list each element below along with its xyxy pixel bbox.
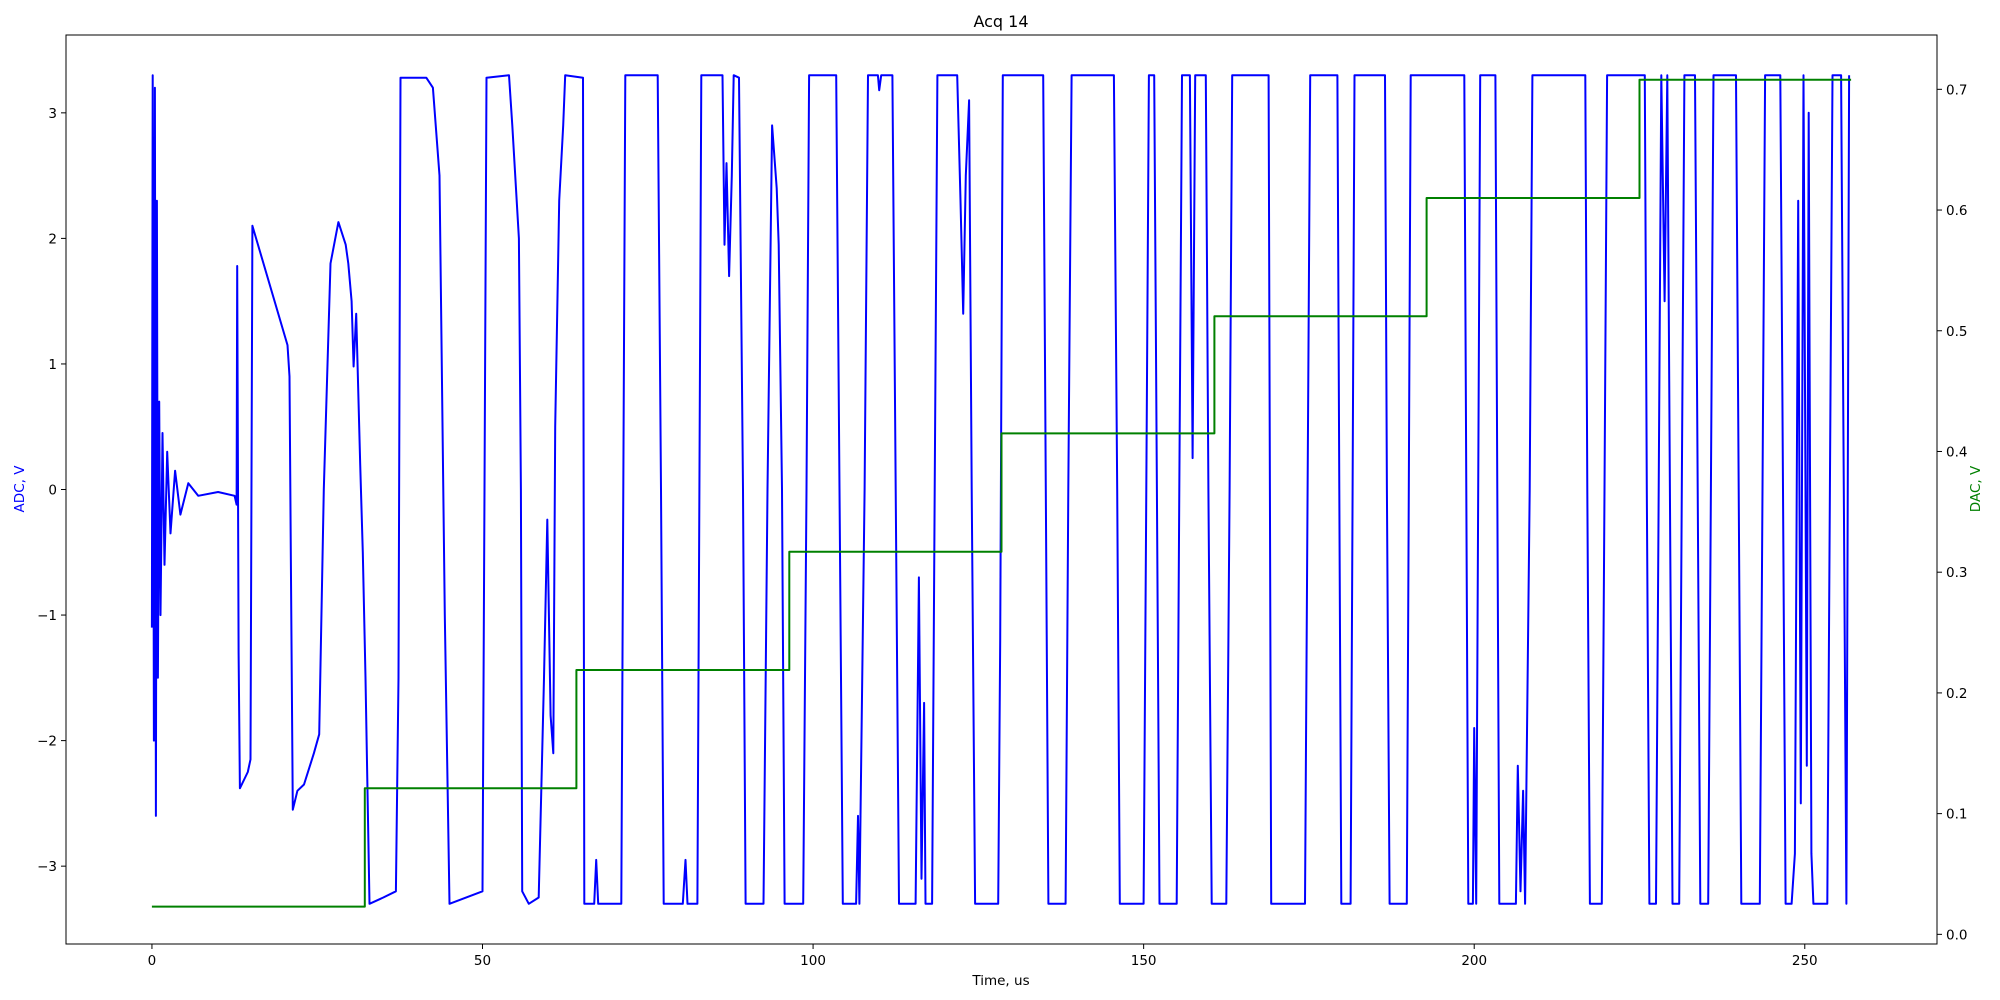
x-tick-label: 0 bbox=[148, 953, 157, 969]
x-tick-label: 150 bbox=[1131, 953, 1157, 969]
series-line-adc bbox=[150, 74, 1851, 905]
plot-area bbox=[65, 34, 1938, 945]
y-axis-left-label: ADC, V bbox=[12, 465, 28, 513]
y-axis-right: 0.0 0.1 0.2 0.3 0.4 0.5 0.6 0.7 bbox=[1937, 82, 1967, 943]
series-layer bbox=[150, 74, 1852, 908]
y-right-tick-label: 0.2 bbox=[1946, 686, 1967, 702]
y-axis-left: −3 −2 −1 0 1 2 3 bbox=[37, 106, 66, 875]
y-right-tick-label: 0.0 bbox=[1946, 927, 1967, 943]
x-tick-label: 250 bbox=[1792, 953, 1818, 969]
y-right-tick-label: 0.4 bbox=[1946, 444, 1967, 460]
y-right-tick-label: 0.7 bbox=[1946, 82, 1967, 98]
series-line-dac bbox=[151, 78, 1852, 908]
y-left-tick-label: −1 bbox=[37, 608, 57, 624]
y-axis-right-label: DAC, V bbox=[1968, 465, 1984, 512]
x-tick-label: 100 bbox=[800, 953, 826, 969]
y-left-tick-label: −3 bbox=[37, 859, 57, 875]
y-right-tick-label: 0.6 bbox=[1946, 203, 1967, 219]
y-right-tick-label: 0.5 bbox=[1946, 324, 1967, 340]
x-tick-label: 200 bbox=[1461, 953, 1487, 969]
y-left-tick-label: −2 bbox=[37, 734, 57, 750]
y-left-tick-label: 2 bbox=[48, 231, 57, 247]
y-left-tick-label: 1 bbox=[48, 357, 57, 373]
y-right-tick-label: 0.1 bbox=[1946, 807, 1967, 823]
x-tick-label: 50 bbox=[474, 953, 491, 969]
x-axis: 0 50 100 150 200 250 bbox=[148, 944, 1818, 969]
y-left-tick-label: 3 bbox=[48, 106, 57, 122]
y-left-tick-label: 0 bbox=[48, 483, 57, 499]
y-right-tick-label: 0.3 bbox=[1946, 565, 1967, 581]
x-axis-label: Time, us bbox=[971, 973, 1029, 989]
chart-title: Acq 14 bbox=[973, 12, 1028, 31]
